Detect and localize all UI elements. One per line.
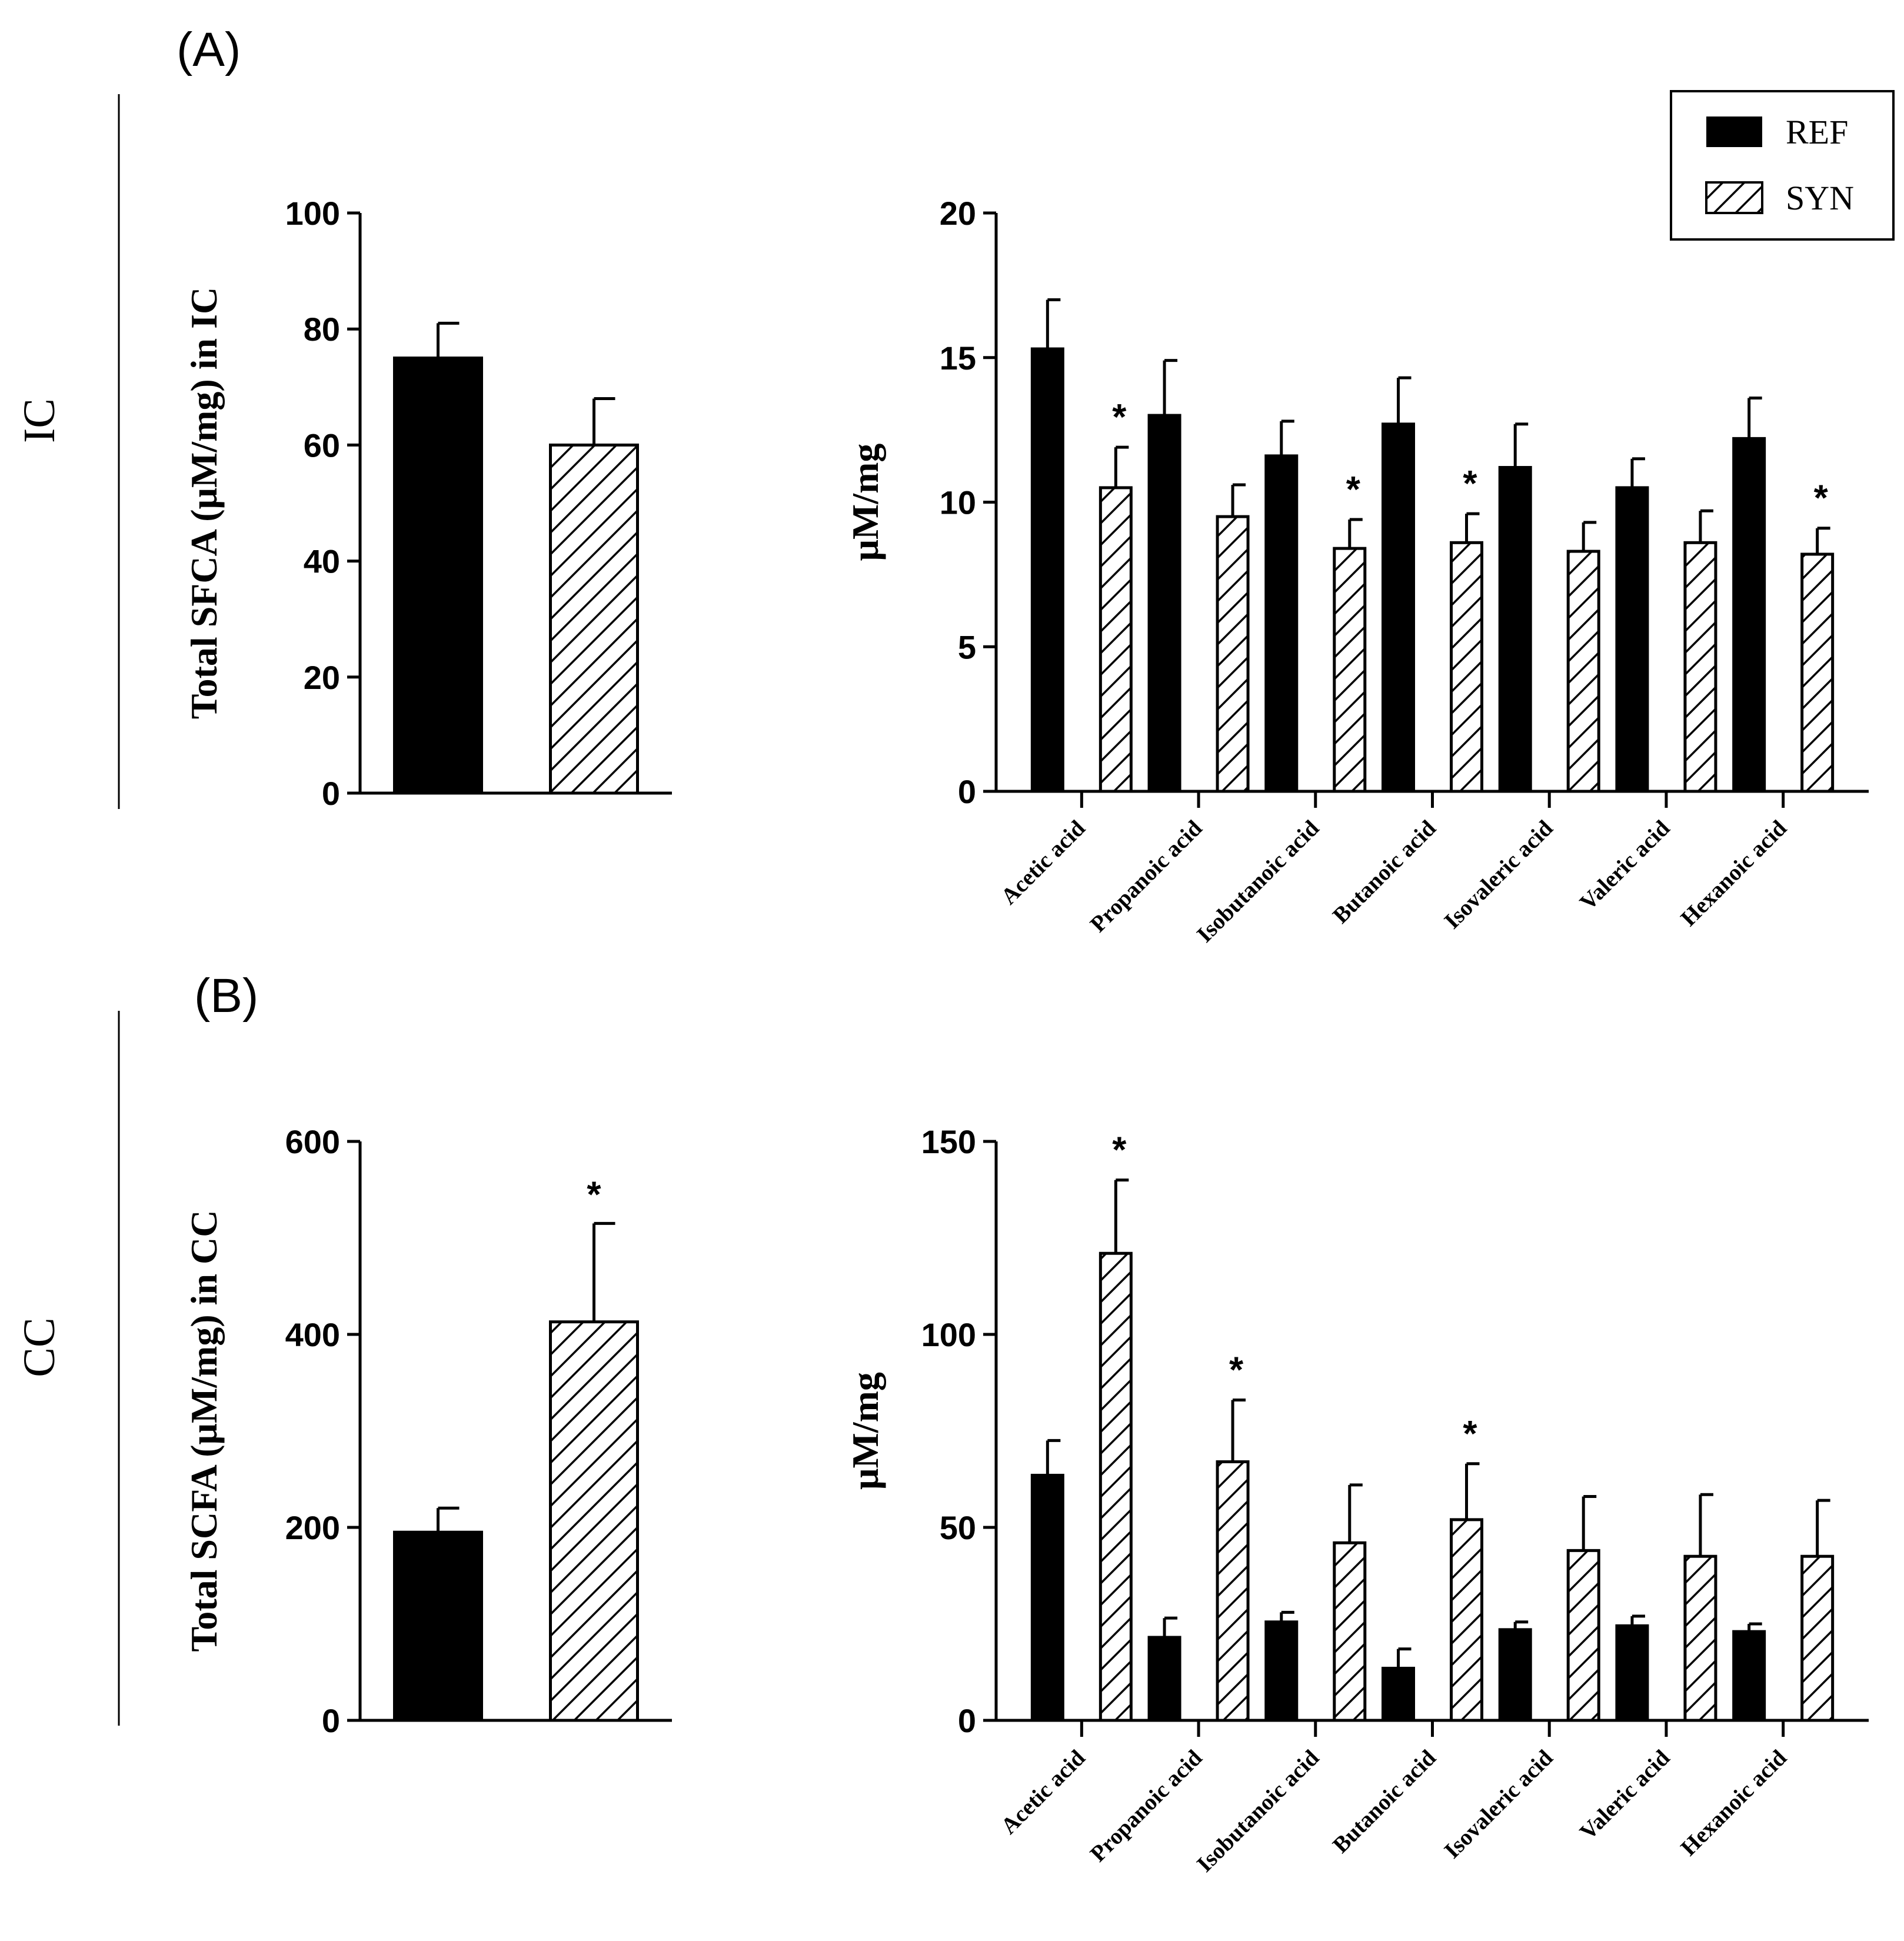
- bar-syn-isobutanoic-acid: [1333, 547, 1367, 793]
- bar-ref-hexanoic-acid: [1732, 1630, 1766, 1722]
- y-axis-title: Total SFCA (μM/mg) in IC: [183, 287, 225, 719]
- y-tick-label: 80: [304, 311, 340, 348]
- significance-star: *: [1112, 1130, 1127, 1171]
- x-tick-label-propanoic-acid: Propanoic acid: [1086, 815, 1207, 937]
- significance-star: *: [587, 1174, 601, 1215]
- y-tick-label: 400: [285, 1316, 340, 1353]
- bar-ref-valeric-acid: [1615, 1624, 1649, 1722]
- y-axis-title: Total SCFA (μM/mg) in CC: [183, 1210, 225, 1652]
- significance-star: *: [1463, 464, 1477, 504]
- x-tick-label-acetic-acid: Acetic acid: [996, 815, 1090, 910]
- y-tick-label: 100: [285, 195, 340, 232]
- panel-b-label: (B): [194, 969, 258, 1023]
- x-tick-label-valeric-acid: Valeric acid: [1575, 1745, 1675, 1845]
- bar-ref-isobutanoic-acid: [1264, 454, 1299, 793]
- legend-ref-swatch: [1706, 116, 1762, 147]
- x-tick-label-hexanoic-acid: Hexanoic acid: [1676, 815, 1792, 931]
- y-tick-label: 60: [304, 427, 340, 464]
- y-tick-label: 0: [322, 1702, 340, 1739]
- y-tick-label: 20: [940, 195, 976, 232]
- bar-ref-valeric-acid: [1615, 486, 1649, 793]
- y-tick-label: 5: [958, 628, 976, 665]
- legend-syn-label: SYN: [1786, 179, 1854, 217]
- bar-syn-propanoic-acid: [1216, 515, 1250, 793]
- y-axis-title: μM/mg: [844, 1372, 886, 1490]
- significance-star: *: [1814, 478, 1829, 519]
- bar-ref-hexanoic-acid: [1732, 437, 1766, 793]
- y-tick-label: 600: [285, 1123, 340, 1160]
- x-tick-label-valeric-acid: Valeric acid: [1575, 815, 1675, 915]
- y-tick-label: 15: [940, 339, 976, 377]
- y-axis-title: μM/mg: [844, 444, 886, 561]
- y-tick-label: 200: [285, 1509, 340, 1546]
- bar-ref-propanoic-acid: [1147, 1636, 1181, 1722]
- bar-syn-isovaleric-acid: [1566, 1549, 1600, 1722]
- y-tick-label: 0: [322, 775, 340, 812]
- bar-ref-acetic-acid: [1030, 347, 1064, 793]
- bar-syn-butanoic-acid: [1450, 1518, 1483, 1722]
- x-tick-label-isobutanoic-acid: Isobutanoic acid: [1192, 815, 1324, 947]
- bar-syn-acetic-acid: [1099, 1251, 1133, 1722]
- significance-star: *: [1229, 1350, 1244, 1391]
- bar-syn: [549, 1320, 639, 1722]
- y-tick-label: 20: [304, 659, 340, 696]
- bar-ref-butanoic-acid: [1382, 1666, 1415, 1722]
- bar-syn-propanoic-acid: [1216, 1460, 1250, 1722]
- x-tick-label-isovaleric-acid: Isovaleric acid: [1439, 815, 1557, 934]
- significance-star: *: [1112, 397, 1127, 438]
- row-ic-label: IC: [15, 398, 64, 443]
- bar-ref-isovaleric-acid: [1498, 466, 1532, 793]
- row-cc-label: CC: [15, 1317, 64, 1377]
- legend: REF SYN: [1670, 90, 1895, 241]
- bar-ref-isovaleric-acid: [1498, 1628, 1532, 1722]
- y-tick-label: 0: [958, 773, 976, 810]
- y-tick-label: 10: [940, 484, 976, 521]
- bar-ref-butanoic-acid: [1382, 422, 1415, 793]
- y-tick-label: 0: [958, 1702, 976, 1739]
- y-tick-label: 100: [921, 1316, 976, 1353]
- x-tick-label-butanoic-acid: Butanoic acid: [1328, 1745, 1441, 1858]
- significance-star: *: [1463, 1414, 1477, 1454]
- chart-cc-total: 0 200 400 600 Total SCFA (μM/mg) in CC *: [183, 1123, 672, 1739]
- x-tick-label-isobutanoic-acid: Isobutanoic acid: [1192, 1745, 1324, 1877]
- bar-ref-acetic-acid: [1030, 1473, 1064, 1722]
- x-tick-label-butanoic-acid: Butanoic acid: [1328, 815, 1441, 928]
- bar-syn-butanoic-acid: [1450, 541, 1483, 793]
- significance-star: *: [1346, 470, 1361, 510]
- bar-ref: [393, 357, 483, 795]
- y-tick-label: 150: [921, 1123, 976, 1160]
- x-tick-label-isovaleric-acid: Isovaleric acid: [1439, 1745, 1557, 1863]
- bar-syn: [549, 443, 639, 795]
- x-tick-label-acetic-acid: Acetic acid: [996, 1745, 1090, 1839]
- bar-syn-isovaleric-acid: [1566, 550, 1600, 793]
- y-tick-label: 50: [940, 1509, 976, 1546]
- legend-syn-swatch: [1705, 181, 1763, 214]
- bar-ref: [393, 1530, 483, 1722]
- bar-ref-propanoic-acid: [1147, 414, 1181, 793]
- y-tick-label: 40: [304, 543, 340, 580]
- panel-a-label: (A): [177, 23, 241, 76]
- chart-cc-acids: 0 50 100 150 μM/mg * Acetic acid * Propanoic aci…: [844, 1123, 1869, 1877]
- legend-box: [1670, 90, 1895, 241]
- x-tick-label-hexanoic-acid: Hexanoic acid: [1676, 1745, 1792, 1861]
- bar-syn-hexanoic-acid: [1800, 552, 1835, 793]
- bar-ref-isobutanoic-acid: [1264, 1620, 1299, 1722]
- bar-syn-valeric-acid: [1683, 541, 1717, 793]
- bar-syn-isobutanoic-acid: [1333, 1541, 1367, 1722]
- bar-syn-hexanoic-acid: [1800, 1554, 1835, 1722]
- chart-ic-total: 0 20 40 60 80 100 Total SFCA (μM/mg) in IC: [183, 195, 672, 812]
- bar-syn-acetic-acid: [1099, 486, 1133, 793]
- legend-ref-label: REF: [1786, 113, 1848, 151]
- x-tick-label-propanoic-acid: Propanoic acid: [1086, 1745, 1207, 1867]
- bar-syn-valeric-acid: [1683, 1554, 1717, 1722]
